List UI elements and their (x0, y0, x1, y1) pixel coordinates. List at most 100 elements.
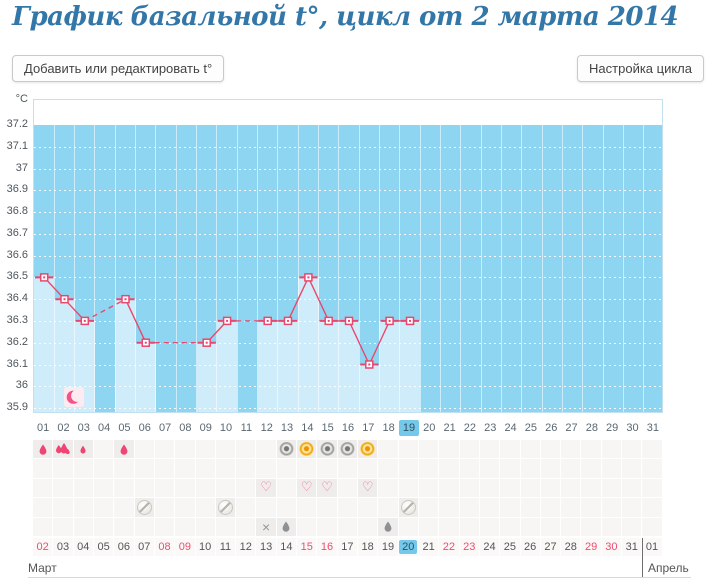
y-tick-label: 36.1 (6, 357, 28, 370)
cycle-day-label: 22 (463, 422, 477, 434)
day-separator (419, 125, 421, 412)
gridline (34, 168, 662, 170)
day-separator (114, 125, 116, 412)
grid-cell (540, 478, 561, 498)
temperature-point-dot (43, 276, 46, 279)
grid-cell (195, 498, 215, 517)
day-column (359, 364, 380, 412)
ovulation-test-negative-icon (339, 441, 355, 457)
grid-cell (256, 459, 276, 478)
date-label: 08 (158, 541, 171, 553)
gridline (34, 277, 662, 279)
grid-cell (175, 440, 195, 459)
grid-cell (581, 498, 601, 517)
grid-cell: 02 (33, 538, 53, 556)
page-title: График базальной t°, цикл от 2 марта 201… (12, 2, 679, 32)
temperature-point-dot (226, 319, 229, 322)
date-label: 25 (503, 541, 516, 553)
cycle-day-label: 21 (443, 422, 456, 434)
grid-cell (601, 440, 622, 459)
day-separator (378, 125, 380, 412)
grid-cell (317, 517, 337, 536)
temperature-line-segment (348, 320, 370, 365)
grid-cell (236, 440, 256, 459)
grid-cell (439, 478, 459, 498)
grid-cell (642, 440, 662, 459)
grid-cell: 29 (581, 538, 601, 556)
grid-cell (479, 498, 500, 517)
grid-cell (195, 478, 215, 498)
grid-cell (276, 459, 297, 478)
date-label: 27 (544, 541, 557, 553)
temperature-point-dot (307, 276, 310, 279)
day-separator (216, 125, 218, 412)
grid-cell (337, 517, 357, 536)
grid-cell (581, 459, 601, 478)
grid-cell: 18 (358, 538, 378, 556)
day-separator (500, 125, 502, 412)
gridline (34, 408, 662, 409)
date-label: 29 (584, 541, 598, 553)
intercourse-heart-icon: ♡ (260, 479, 272, 495)
grid-cell (601, 517, 622, 536)
grid-cell (93, 498, 114, 517)
grid-cell (500, 498, 520, 517)
grid-cell (297, 517, 317, 536)
date-label: 23 (463, 541, 476, 553)
y-tick-label: 37.2 (6, 118, 28, 130)
day-separator (155, 125, 157, 412)
grid-cell (175, 498, 195, 517)
grid-cell (439, 459, 459, 478)
grid-cell (337, 440, 357, 459)
day-separator (94, 125, 96, 412)
medication-pill-icon (136, 499, 152, 515)
grid-cell (540, 459, 561, 478)
grid-cell (520, 498, 540, 517)
chart-plot-area (33, 99, 663, 413)
day-separator (399, 125, 401, 412)
grid-cell (154, 498, 175, 517)
grid-cell: 21 (418, 538, 439, 556)
grid-cell (520, 459, 540, 478)
y-tick-label: 36.4 (6, 292, 28, 305)
grid-cell (337, 459, 357, 478)
cycle-day-label: 11 (240, 422, 253, 434)
date-label: 18 (361, 541, 374, 553)
grid-cell (215, 498, 236, 517)
grid-cell (33, 498, 53, 517)
cycle-day-label: 06 (138, 422, 151, 434)
date-label: 30 (605, 541, 618, 553)
menstruation-heavy-icon (56, 443, 71, 455)
cycle-day-label: 16 (341, 422, 355, 434)
grid-cell (398, 459, 418, 478)
grid-cell (134, 478, 154, 498)
grid-cell (276, 440, 297, 459)
date-label: 06 (117, 541, 131, 553)
grid-cell (642, 478, 662, 498)
grid-cell (154, 459, 175, 478)
grid-cell (114, 517, 134, 536)
temperature-line-segment (84, 298, 126, 322)
ovulation-test-negative-icon (319, 441, 335, 457)
cycle-day-label: 04 (98, 422, 111, 434)
gridline (34, 146, 662, 148)
grid-cell (53, 498, 73, 517)
cycle-day-label: 10 (219, 422, 233, 434)
date-label: 11 (219, 541, 232, 553)
day-column (115, 299, 136, 412)
cycle-settings-button[interactable]: Настройка цикла (577, 55, 704, 82)
temperature-point-dot (144, 341, 147, 344)
grid-cell (175, 517, 195, 536)
add-edit-temperature-button[interactable]: Добавить или редактировать t° (12, 55, 225, 82)
grid-cell (73, 517, 93, 536)
day-separator (135, 125, 137, 412)
grid-cell (439, 517, 459, 536)
date-label: 13 (259, 541, 273, 553)
grid-cell (500, 459, 520, 478)
gridline (34, 233, 662, 235)
grid-cell: 28 (561, 538, 581, 556)
grid-cell: 30 (601, 538, 622, 556)
grid-cell: ♡ (297, 478, 317, 498)
grid-cell (418, 440, 439, 459)
grid-cell (642, 459, 662, 478)
